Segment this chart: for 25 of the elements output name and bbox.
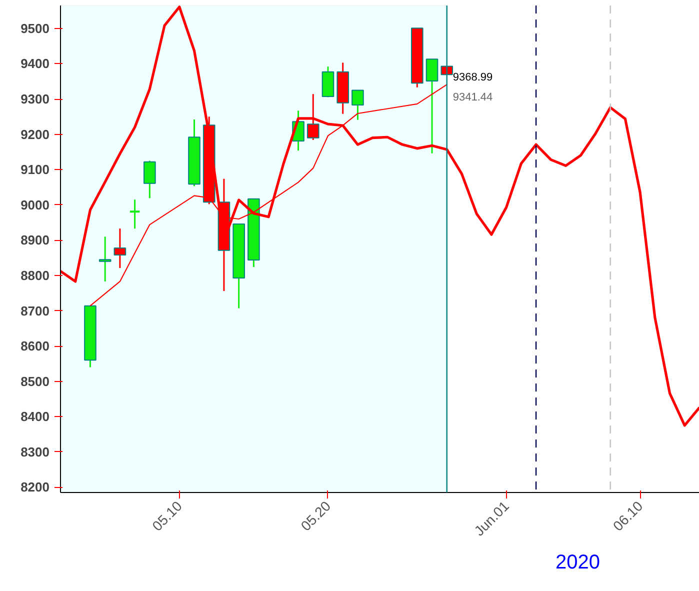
annotation: 9368.99 xyxy=(452,72,493,84)
candlestick xyxy=(114,228,126,269)
y-tick-label: 9100 xyxy=(20,162,50,178)
annotation: 9341.44 xyxy=(452,91,493,104)
candlestick xyxy=(306,93,320,141)
y-tick-label: 8600 xyxy=(20,338,50,354)
candlestick xyxy=(144,160,156,199)
y-tick-label: 9000 xyxy=(20,197,50,212)
y-tick-label: 8300 xyxy=(20,444,50,460)
candlestick xyxy=(352,89,364,121)
y-tick-label: 8400 xyxy=(20,409,50,424)
y-tick-label: 8500 xyxy=(20,374,50,389)
y-tick-label: 8200 xyxy=(20,480,50,495)
line-series xyxy=(90,84,448,306)
candlestick xyxy=(128,198,141,230)
y-tick-label: 8700 xyxy=(20,303,50,318)
y-tick-label: 9300 xyxy=(20,92,50,107)
candlestick xyxy=(426,58,438,154)
y-tick-label: 9400 xyxy=(20,56,50,72)
y-tick-label: 9500 xyxy=(20,20,50,36)
candlestick xyxy=(98,236,112,282)
text: 2020 xyxy=(556,552,600,574)
y-tick-label: 8800 xyxy=(20,268,50,283)
y-tick-label: 8900 xyxy=(20,232,50,248)
y-tick-label: 9200 xyxy=(20,126,50,142)
